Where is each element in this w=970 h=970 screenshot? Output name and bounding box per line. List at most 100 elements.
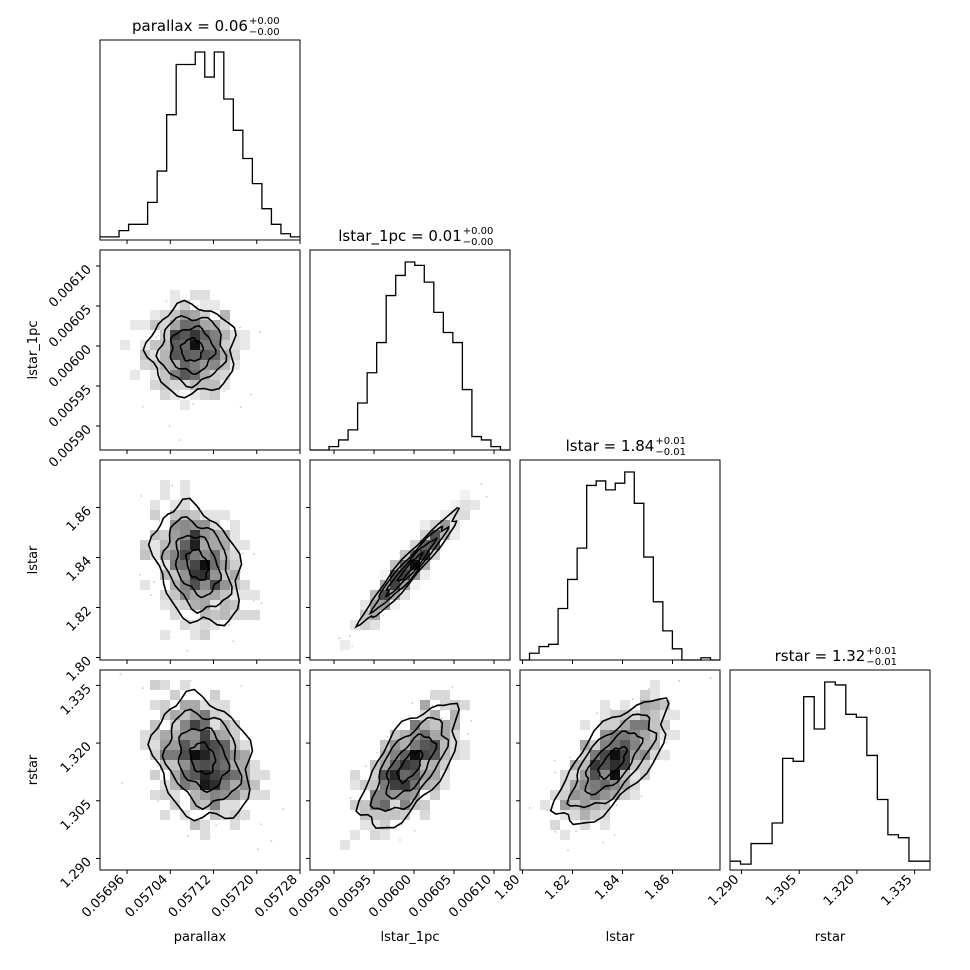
density-cell	[160, 480, 170, 490]
sample-point	[196, 305, 199, 308]
density-cell	[620, 770, 630, 780]
sample-point	[270, 840, 273, 842]
density-cell	[150, 320, 160, 330]
title-upper-error: +0.01	[655, 436, 686, 447]
density-cell	[200, 560, 210, 570]
sample-point	[256, 848, 259, 851]
density-cell	[160, 350, 170, 360]
density-cell	[220, 320, 230, 330]
x-tick-label: 0.05720	[209, 872, 258, 921]
density-cell	[350, 830, 360, 840]
density-cell	[410, 720, 420, 730]
contour-line	[179, 336, 205, 362]
density-cell	[450, 750, 460, 760]
y-tick-label: 1.305	[58, 797, 95, 834]
density-cell	[160, 530, 170, 540]
density-cell	[160, 750, 170, 760]
density-cell	[550, 790, 560, 800]
sample-point	[451, 686, 454, 689]
density-cell	[200, 540, 210, 550]
x-tick-label: 1.82	[542, 872, 573, 903]
panel-lstar-rstar	[528, 677, 712, 852]
density-cell	[200, 820, 210, 830]
density-cell	[180, 370, 190, 380]
density-cell	[440, 510, 450, 520]
density-cell	[580, 740, 590, 750]
density-cell	[400, 550, 410, 560]
density-cell	[140, 740, 150, 750]
density-cell	[200, 610, 210, 620]
density-cell	[240, 540, 250, 550]
density-cell	[180, 760, 190, 770]
histogram-lstar	[520, 471, 720, 661]
density-cell	[190, 320, 200, 330]
density-cell	[200, 760, 210, 770]
density-cell	[210, 800, 220, 810]
density-cell	[220, 610, 230, 620]
density-cell	[200, 790, 210, 800]
sample-point	[150, 594, 152, 596]
density-cell	[240, 750, 250, 760]
sample-point	[528, 807, 531, 809]
density-cell	[580, 780, 590, 790]
density-cell	[220, 570, 230, 580]
density-cell	[180, 500, 190, 510]
density-cell	[420, 710, 430, 720]
density-cell	[580, 820, 590, 830]
contour-line	[549, 697, 670, 826]
density-cell	[210, 570, 220, 580]
density-cell	[670, 730, 680, 740]
density-cell	[200, 530, 210, 540]
density-cell	[240, 590, 250, 600]
density-cell	[360, 780, 370, 790]
density-cell	[260, 770, 270, 780]
contour-line	[369, 716, 450, 812]
density-cell	[620, 760, 630, 770]
density-cell	[360, 610, 370, 620]
density-cell	[640, 720, 650, 730]
y-tick-label: 0.00605	[46, 302, 95, 351]
density-cell	[380, 790, 390, 800]
density-cell	[430, 790, 440, 800]
density-cell	[430, 530, 440, 540]
density-cell	[220, 810, 230, 820]
density-cell	[160, 630, 170, 640]
y-axis-label-lstar: lstar	[26, 545, 41, 574]
sample-point	[186, 649, 189, 652]
histogram-step-rstar	[730, 681, 930, 865]
density-cell	[220, 580, 230, 590]
density-cell	[360, 620, 370, 630]
density-cell	[170, 500, 180, 510]
density-cell	[640, 700, 650, 710]
density-cell	[210, 740, 220, 750]
density-cell	[230, 790, 240, 800]
density-cell	[200, 800, 210, 810]
density-cell	[180, 620, 190, 630]
density-cell	[140, 540, 150, 550]
density-cell	[140, 550, 150, 560]
density-cell	[420, 520, 430, 530]
density-cell	[180, 330, 190, 340]
density-cell	[230, 600, 240, 610]
density-cell	[180, 730, 190, 740]
density-cell	[150, 790, 160, 800]
sample-point	[253, 553, 255, 555]
sample-point	[596, 712, 598, 714]
density-cell	[380, 780, 390, 790]
density-cell	[220, 330, 230, 340]
density-cell	[650, 690, 660, 700]
density-cell	[190, 510, 200, 520]
sample-point	[158, 520, 161, 522]
density-cell	[190, 760, 200, 770]
density-cell	[170, 550, 180, 560]
density-cell	[160, 330, 170, 340]
density-cell	[420, 550, 430, 560]
density-cell	[190, 730, 200, 740]
density-cell	[610, 740, 620, 750]
density-cell	[210, 770, 220, 780]
density-cell	[340, 840, 350, 850]
title-lower-error: −0.00	[463, 237, 494, 248]
density-cell	[350, 800, 360, 810]
density-cell	[410, 540, 420, 550]
